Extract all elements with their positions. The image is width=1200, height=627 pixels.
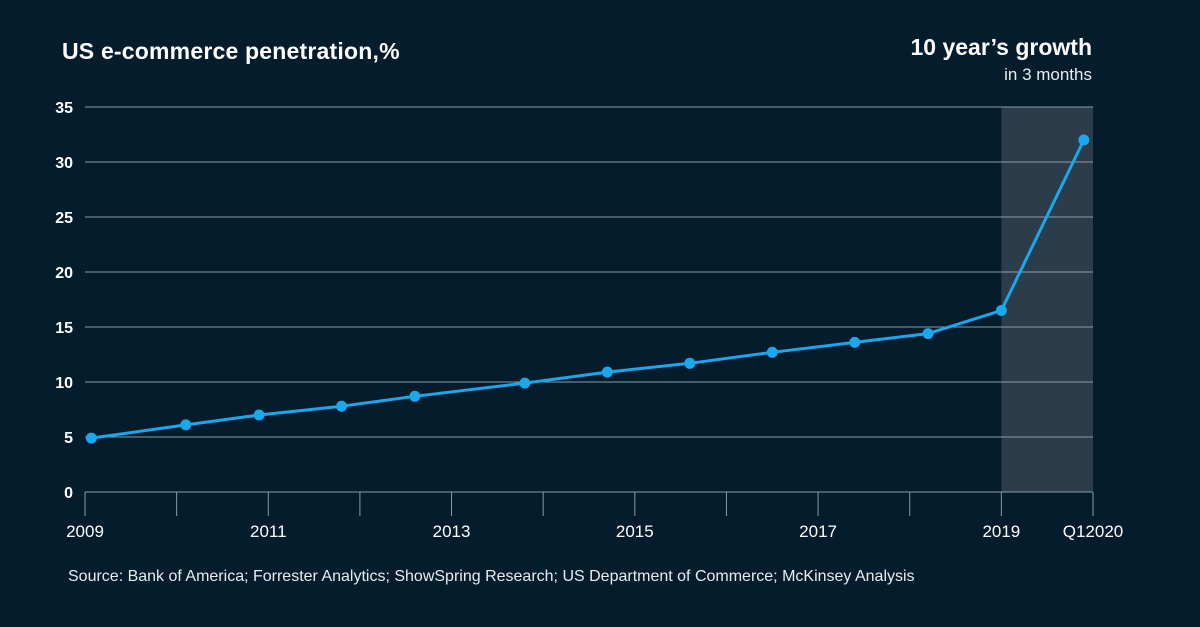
callout-title: 10 year’s growth: [910, 34, 1092, 60]
y-tick-label: 25: [55, 210, 73, 227]
data-point: [519, 377, 531, 389]
data-point: [601, 366, 613, 378]
x-tick-label: 2009: [66, 522, 104, 541]
series-line: [91, 139, 1086, 440]
y-tick-label: 5: [64, 430, 73, 447]
y-tick-label: 30: [55, 155, 73, 172]
y-tick-label: 20: [55, 265, 73, 282]
growth-callout: 10 year’s growth in 3 months: [910, 34, 1092, 85]
y-tick-label: 0: [64, 485, 73, 502]
x-tick-label: 2013: [433, 522, 471, 541]
data-point: [409, 390, 421, 402]
y-tick-label: 15: [55, 320, 73, 337]
data-point: [995, 305, 1007, 316]
y-tick-label: 10: [55, 375, 73, 392]
x-tick-label: 2011: [250, 522, 287, 541]
data-point: [253, 409, 265, 421]
x-tick-label: 2017: [799, 522, 837, 541]
data-point: [1078, 134, 1090, 146]
x-tick-label: 2015: [616, 522, 654, 541]
data-point: [922, 328, 934, 340]
x-tick-label: Q12020: [1063, 522, 1124, 541]
highlight-band: [1001, 107, 1093, 492]
callout-subtitle: in 3 months: [1004, 65, 1092, 84]
chart-title: US e-commerce penetration,%: [62, 38, 400, 64]
data-point: [766, 346, 778, 358]
data-point: [85, 432, 97, 444]
source-note: Source: Bank of America; Forrester Analy…: [68, 568, 915, 585]
y-tick-label: 35: [55, 100, 73, 117]
x-tick-label: 2019: [982, 522, 1020, 541]
data-point: [849, 336, 861, 348]
data-point: [180, 419, 192, 431]
data-point: [684, 357, 696, 369]
data-point: [336, 400, 348, 412]
